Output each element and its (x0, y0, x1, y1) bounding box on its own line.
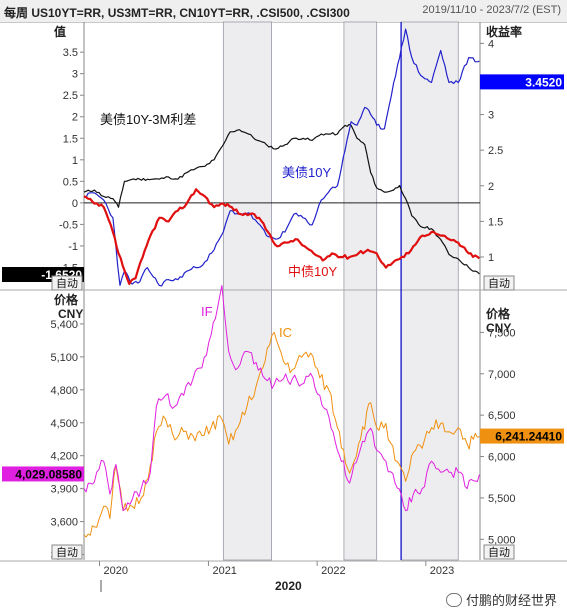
bottom-left-tick-label: 4,500 (50, 418, 78, 430)
bottom-left-auto-button[interactable]: 自动 (56, 546, 78, 559)
top-left-tick-label: 1.5 (63, 133, 78, 145)
us10y-line (83, 28, 480, 287)
top-left-auto-button-box (51, 275, 83, 291)
bottom-right-auto-button[interactable]: 自动 (488, 546, 510, 559)
x-tick-label: 2022 (321, 565, 345, 577)
shaded-period-2 (343, 21, 378, 561)
bottom-right-axis-title: 价格 (486, 306, 511, 321)
top-left-tick-label: 3.5 (63, 47, 78, 59)
watermark: 付鹏的财经世界 (443, 590, 559, 609)
x-tick-label: 2020 (103, 565, 127, 577)
top-left-axis-title: 值 (54, 24, 66, 39)
ic-line (83, 331, 480, 538)
shaded-period-1 (222, 21, 272, 561)
bottom-right-last-value: 6,241.24410 (495, 430, 562, 444)
bottom-right-tick-label: 6,000 (488, 452, 516, 464)
spread-line (83, 123, 480, 275)
bottom-left-axis-unit: CNY (58, 307, 83, 321)
bottom-right-tick-label: 7,500 (488, 327, 516, 339)
bottom-left-tick-label: 3,900 (50, 484, 78, 496)
top-left-tick-label: 2 (72, 112, 78, 124)
bottom-right-tick-label: 6,500 (488, 410, 516, 422)
bottom-left-tick-label: 5,100 (50, 352, 78, 364)
bottom-left-last-value-box (2, 466, 84, 482)
bottom-right-tick-label: 7,000 (488, 369, 516, 381)
bottom-left-axis-title: 价格 (54, 292, 79, 307)
bottom-left-tick-label: 4,200 (50, 451, 78, 463)
us10y-annotation: 美债10Y (282, 165, 331, 180)
top-left-tick-label: 0 (72, 198, 78, 210)
if-line (83, 285, 480, 512)
top-left-tick-label: 1 (72, 155, 78, 167)
watermark-text: 付鹏的财经世界 (465, 593, 557, 608)
top-right-tick-label: 3 (488, 110, 494, 122)
top-right-last-value: 3.4520 (525, 75, 562, 89)
top-right-tick-label: 4 (488, 38, 494, 50)
top-right-tick-label: 1.5 (488, 216, 503, 228)
bottom-right-tick-label: 5,000 (488, 534, 516, 546)
if-annotation: IF (201, 304, 213, 319)
wechat-icon (445, 593, 462, 607)
bottom-right-axis-unit: CNY (486, 321, 511, 335)
top-left-tick-label: 3 (72, 69, 78, 81)
cn10y-line (83, 188, 481, 286)
bottom-right-tick-label: 5,500 (488, 493, 516, 505)
x-tick-label: 2023 (430, 565, 454, 577)
x-tick-label: 2021 (212, 565, 236, 577)
bottom-right-last-value-box (480, 428, 564, 444)
chart-title-bar: 每周 US10YT=RR, US3MT=RR, CN10YT=RR, .CSI5… (0, 0, 567, 23)
chart-title: 每周 US10YT=RR, US3MT=RR, CN10YT=RR, .CSI5… (4, 6, 350, 20)
top-left-tick-label: -1 (68, 241, 78, 253)
bottom-left-tick-label: 5,400 (50, 319, 78, 331)
date-range: 2019/11/10 - 2023/7/2 (EST) (422, 4, 561, 16)
top-left-auto-button[interactable]: 自动 (56, 277, 78, 290)
spread-annotation: 美债10Y-3M利差 (100, 112, 196, 127)
bottom-left-last-value: 4,029.08580 (15, 467, 82, 481)
bottom-left-auto-button-box (51, 544, 83, 560)
top-right-axis-title: 收益率 (486, 24, 522, 39)
shaded-period-3 (400, 21, 459, 561)
ic-annotation: IC (279, 325, 292, 340)
top-left-tick-label: -0.5 (59, 219, 78, 231)
x-major-label: 2020 (275, 579, 302, 593)
top-right-tick-label: 2 (488, 181, 494, 193)
top-left-tick-label: 0.5 (63, 176, 78, 188)
top-right-auto-button[interactable]: 自动 (488, 277, 510, 290)
top-left-tick-label: 2.5 (63, 90, 78, 102)
bottom-left-tick-label: 3,600 (50, 517, 78, 529)
top-right-tick-label: 2.5 (488, 145, 503, 157)
top-right-auto-button-box (483, 275, 515, 291)
cn10y-annotation: 中债10Y (288, 264, 337, 279)
bottom-left-tick-label: 4,800 (50, 385, 78, 397)
top-right-last-value-box (480, 74, 564, 90)
top-right-tick-label: 1 (488, 252, 494, 264)
bottom-right-auto-button-box (483, 544, 515, 560)
